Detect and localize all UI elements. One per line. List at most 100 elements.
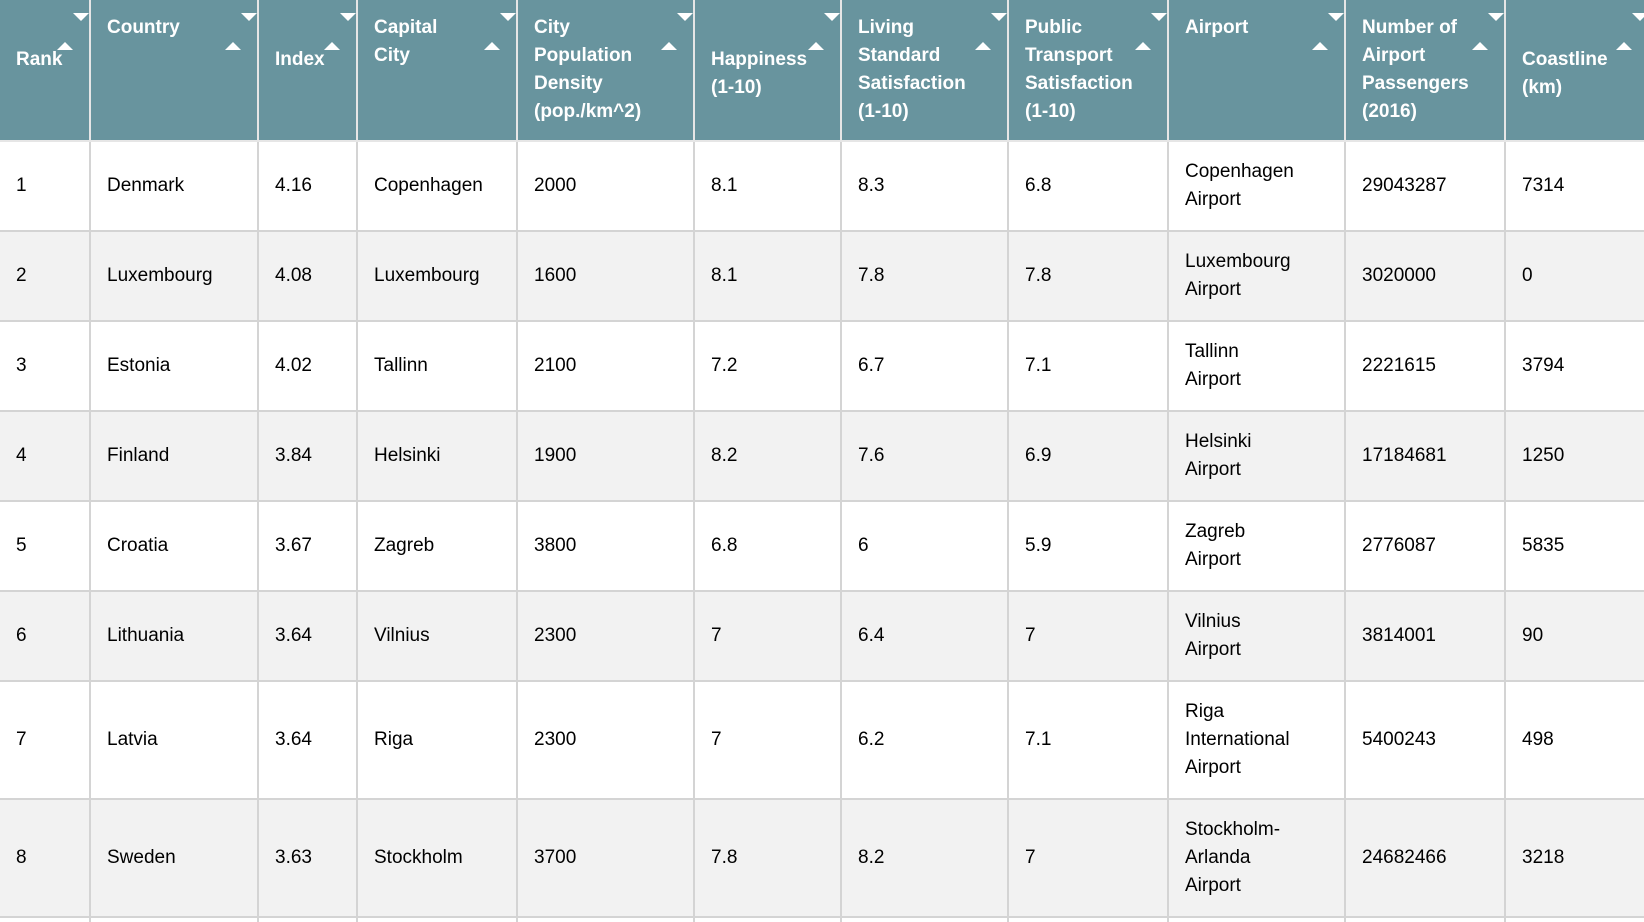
table-row: 6 Lithuania 3.64 Vilnius 2300 7 6.4 7 Vilnius Ai… [0,590,1644,682]
cell-capital: Vilnius [356,590,518,682]
cell-passengers: 24682466 [1344,798,1506,918]
cell-passengers: 3020000 [1344,230,1506,322]
sort-up-arrow-icon [1616,21,1632,50]
column-header-index[interactable]: Index [257,0,358,142]
cell-coastline: 3218 [1504,798,1644,918]
cell-transport: 7 [1007,798,1169,918]
cell-country: Croatia [89,500,259,592]
cell-capital: Stockholm [356,798,518,918]
cell-coastline: 0 [1504,230,1644,322]
cell-living: 6.2 [840,680,1009,800]
sort-up-arrow-icon [1312,21,1328,50]
table-row: 5 Croatia 3.67 Zagreb 3800 6.8 6 5.9 Zagreb Airp… [0,500,1644,592]
cell-happiness: 7 [693,680,842,800]
sort-up-arrow-icon [57,21,73,50]
cell-rank: 1 [0,140,91,232]
column-header-capital-city[interactable]: Capital City [356,0,518,142]
column-header-label: Airport [1185,17,1249,38]
sort-up-arrow-icon [484,21,500,50]
sort-down-arrow-icon [241,13,257,42]
cell-density: 2000 [516,140,695,232]
cell-happiness: 8.1 [693,230,842,322]
table-row: 8 Sweden 3.63 Stockholm 3700 7.8 8.2 7 Stockholm… [0,798,1644,918]
cell-passengers: 17184681 [1344,410,1506,502]
cell-density: 2100 [516,320,695,412]
column-header-living-standard-satisfaction[interactable]: Living Standard Satisfaction (1-10) [840,0,1009,142]
column-header-label: Rank [16,49,63,70]
cell-happiness: 8.1 [693,140,842,232]
cell-coastline: 1250 [1504,410,1644,502]
cell-rank: 5 [0,500,91,592]
cell-index: 4.02 [257,320,358,412]
table-row: 1 Denmark 4.16 Copenhagen 2000 8.1 8.3 6.8 Copen… [0,140,1644,232]
sort-down-arrow-icon [1151,13,1167,42]
cell-airport: Vilnius Airport [1167,590,1346,682]
cell-airport [1167,916,1346,922]
column-header-happiness[interactable]: Happiness (1-10) [693,0,842,142]
cell-passengers: 5400243 [1344,680,1506,800]
sort-icon [225,13,257,50]
cell-density: 1900 [516,410,695,502]
airport-name: Tallinn Airport [1185,341,1241,390]
column-header-rank[interactable]: Rank [0,0,91,142]
table-row: 4 Finland 3.84 Helsinki 1900 8.2 7.6 6.9 Helsink… [0,410,1644,502]
column-header-label: Index [275,49,325,70]
cell-country: Lithuania [89,590,259,682]
cell-happiness: 7 [693,590,842,682]
sort-down-arrow-icon [1328,13,1344,42]
sort-icon [1472,13,1504,50]
airport-name: Riga International Airport [1185,701,1290,778]
sort-up-arrow-icon [661,21,677,50]
cell-transport [1007,916,1169,922]
column-header-label: Coastline (km) [1522,49,1608,98]
sort-icon [57,13,89,50]
column-header-airport-passengers[interactable]: Number of Airport Passengers (2016) [1344,0,1506,142]
sort-down-arrow-icon [677,13,693,42]
cell-index: 4.08 [257,230,358,322]
column-header-label: City Population Density (pop./km^2) [534,17,642,122]
column-header-country[interactable]: Country [89,0,259,142]
cell-coastline: 7314 [1504,140,1644,232]
cell-transport: 7.1 [1007,320,1169,412]
sort-icon [808,13,840,50]
cell-index: 3.64 [257,590,358,682]
sort-icon [1135,13,1167,50]
cell-living: 8.3 [840,140,1009,232]
cell-country: Luxembourg [89,230,259,322]
cell-transport: 5.9 [1007,500,1169,592]
cell-density: 3700 [516,798,695,918]
cell-transport: 7.1 [1007,680,1169,800]
cell-rank: 3 [0,320,91,412]
table-body: 1 Denmark 4.16 Copenhagen 2000 8.1 8.3 6.8 Copen… [0,140,1644,922]
cell-index: 3.67 [257,500,358,592]
cell-airport: Copenhagen Airport [1167,140,1346,232]
column-header-label: Public Transport Satisfaction (1-10) [1025,17,1133,122]
sort-icon [484,13,516,50]
cell-country: Finland [89,410,259,502]
column-header-city-population-density[interactable]: City Population Density (pop./km^2) [516,0,695,142]
sort-down-arrow-icon [1632,13,1644,42]
cell-coastline: 498 [1504,680,1644,800]
column-header-coastline[interactable]: Coastline (km) [1504,0,1644,142]
cell-coastline: 3794 [1504,320,1644,412]
cell-airport: Stockholm-Arlanda Airport [1167,798,1346,918]
cell-living: 7.6 [840,410,1009,502]
cell-capital: Riga [356,680,518,800]
cell-happiness [693,916,842,922]
cell-capital: Luxembourg [356,230,518,322]
cell-rank: 8 [0,798,91,918]
column-header-public-transport-satisfaction[interactable]: Public Transport Satisfaction (1-10) [1007,0,1169,142]
sort-down-arrow-icon [340,13,356,42]
cell-living: 6.7 [840,320,1009,412]
column-header-airport[interactable]: Airport [1167,0,1346,142]
cell-index: 3.64 [257,680,358,800]
airport-name: Copenhagen Airport [1185,161,1294,210]
column-header-label: Living Standard Satisfaction (1-10) [858,17,966,122]
cell-transport: 6.8 [1007,140,1169,232]
sort-down-arrow-icon [824,13,840,42]
cell-living: 6.4 [840,590,1009,682]
cell-happiness: 6.8 [693,500,842,592]
column-header-label: Number of Airport Passengers (2016) [1362,17,1469,122]
sort-down-arrow-icon [1488,13,1504,42]
airport-name: Stockholm-Arlanda Airport [1185,819,1281,896]
